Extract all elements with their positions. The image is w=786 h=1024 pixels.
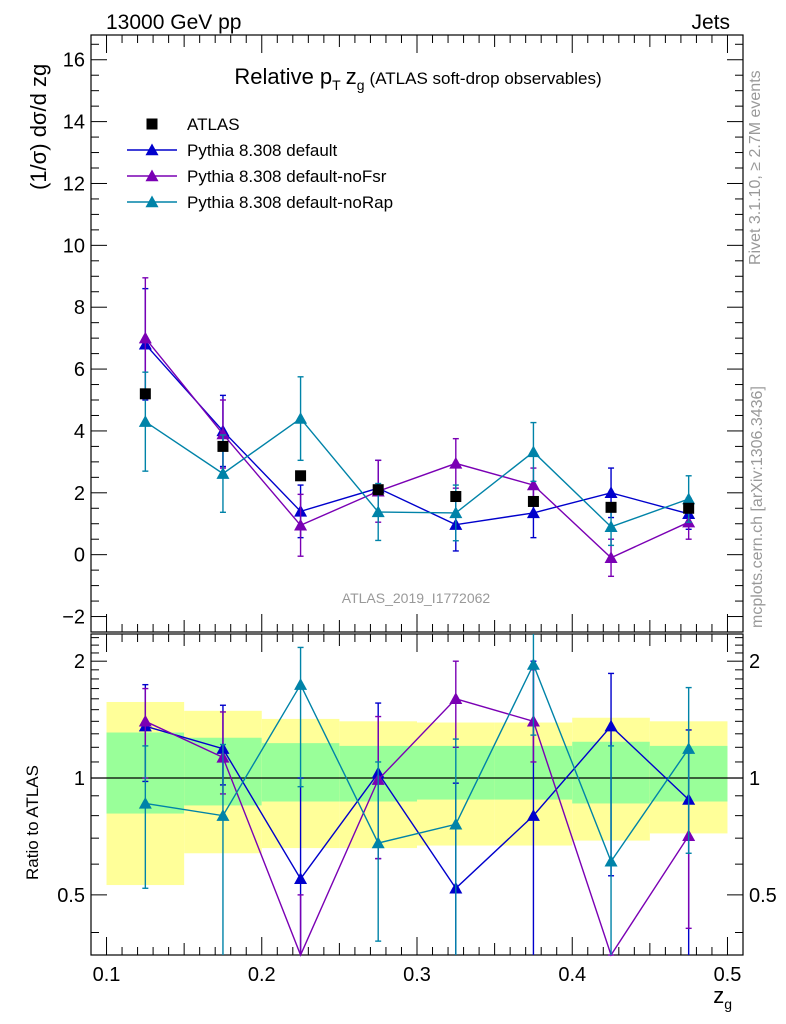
ratio-uncertainty-bands bbox=[106, 701, 728, 886]
x-tick-label: 0.3 bbox=[403, 964, 431, 986]
default-point bbox=[604, 486, 618, 499]
noFsr-point bbox=[526, 478, 540, 491]
noFsr-point bbox=[294, 518, 308, 531]
noRap-ratio-point bbox=[294, 678, 308, 690]
noFsr-ratio-point bbox=[138, 714, 152, 727]
x-axis-label: zg bbox=[713, 983, 732, 1012]
title-prefix: Relative p bbox=[234, 64, 332, 89]
header-left: 13000 GeV pp bbox=[106, 11, 241, 34]
ratio-tick-label: 2 bbox=[74, 651, 85, 673]
atlas-data-point bbox=[450, 491, 462, 503]
atlas-data-point bbox=[605, 501, 617, 513]
data-marks bbox=[138, 277, 696, 957]
atlas-data-point bbox=[372, 484, 384, 496]
y-tick-label: 8 bbox=[74, 297, 85, 319]
legend-label-noRap: Pythia 8.308 default-noRap bbox=[187, 193, 393, 212]
y-tick-label: 10 bbox=[63, 235, 85, 257]
noFsr-point bbox=[449, 456, 463, 469]
noFsr-ratio-line bbox=[145, 698, 690, 957]
y-tick-label: 6 bbox=[74, 359, 85, 381]
ratio-tick-label: 0.5 bbox=[57, 885, 85, 907]
atlas-data-point bbox=[295, 470, 307, 482]
noRap-ratio-point bbox=[138, 796, 152, 809]
title-sub-t: T bbox=[332, 77, 341, 93]
x-tick-label: 0.2 bbox=[248, 964, 276, 986]
legend-marker-noFsr bbox=[145, 169, 159, 182]
atlas-data-point bbox=[683, 502, 695, 514]
noFsr-point bbox=[216, 427, 230, 440]
noRap-ratio-point bbox=[216, 809, 230, 821]
noRap-ratio-line bbox=[145, 662, 690, 863]
legend: ATLAS Pythia 8.308 default Pythia 8.308 de… bbox=[127, 115, 393, 212]
noRap-point bbox=[604, 520, 618, 533]
noRap-line bbox=[144, 417, 689, 528]
noRap-point bbox=[449, 506, 463, 519]
y-tick-label: 0 bbox=[74, 545, 85, 567]
legend-marker-atlas bbox=[146, 118, 158, 130]
ratio-tick-label-right: 1 bbox=[749, 768, 760, 790]
y-axis-label-ratio: Ratio to ATLAS bbox=[23, 765, 42, 880]
default-ratio-point bbox=[294, 872, 308, 885]
default-point bbox=[526, 506, 540, 519]
title-sub-g: g bbox=[357, 77, 365, 93]
side-label-mcplots: mcplots.cern.ch [arXiv:1306.3436] bbox=[749, 386, 766, 628]
ratio-tick-label-right: 2 bbox=[749, 651, 760, 673]
legend-label-data: ATLAS bbox=[187, 115, 240, 134]
chart-title: Relative pT zg (ATLAS soft-drop observable… bbox=[234, 64, 601, 93]
default-ratio-line bbox=[145, 725, 690, 890]
header-right: Jets bbox=[691, 11, 730, 34]
title-z: z bbox=[346, 64, 357, 89]
y-tick-label: 16 bbox=[63, 50, 85, 72]
legend-marker-default bbox=[145, 143, 159, 156]
legend-marker-noRap bbox=[145, 195, 159, 208]
x-tick-label: 0.4 bbox=[558, 964, 586, 986]
noFsr-point bbox=[604, 551, 618, 563]
x-tick-label: 0.5 bbox=[714, 964, 742, 986]
default-ratio-point bbox=[526, 809, 540, 821]
y-tick-label: 2 bbox=[74, 483, 85, 505]
noRap-point bbox=[371, 505, 385, 518]
noRap-point bbox=[682, 492, 696, 505]
noRap-point bbox=[138, 415, 152, 427]
noRap-point bbox=[526, 445, 540, 458]
default-line bbox=[144, 343, 689, 526]
atlas-data-point bbox=[139, 388, 151, 400]
noRap-ratio-point bbox=[449, 817, 463, 830]
noFsr-ratio-point bbox=[449, 692, 463, 705]
side-label-rivet: Rivet 3.1.10, ≥ 2.7M events bbox=[747, 70, 764, 265]
noRap-point bbox=[294, 412, 308, 424]
y-axis-label-top: (1/σ) dσ/d zg bbox=[26, 64, 51, 190]
noRap-point bbox=[216, 467, 230, 479]
default-ratio-point bbox=[604, 719, 618, 732]
legend-label-default: Pythia 8.308 default bbox=[187, 141, 338, 160]
ratio-tick-label: 1 bbox=[74, 768, 85, 790]
legend-label-noFsr: Pythia 8.308 default-noFsr bbox=[187, 167, 387, 186]
y-tick-label: −2 bbox=[62, 607, 85, 629]
noFsr-point bbox=[138, 331, 152, 344]
y-tick-label: 12 bbox=[63, 173, 85, 195]
y-tick-label: 14 bbox=[63, 112, 85, 134]
y-tick-label: 4 bbox=[74, 421, 85, 443]
ratio-tick-label-right: 0.5 bbox=[749, 885, 777, 907]
title-suffix: (ATLAS soft-drop observables) bbox=[370, 69, 602, 88]
atlas-data-point bbox=[217, 440, 229, 452]
watermark: ATLAS_2019_I1772062 bbox=[342, 590, 491, 606]
x-tick-label: 0.1 bbox=[93, 964, 121, 986]
noFsr-line bbox=[144, 337, 689, 559]
noRap-ratio-point bbox=[371, 836, 385, 849]
noRap-ratio-point bbox=[682, 742, 696, 754]
noRap-ratio-point bbox=[526, 658, 540, 670]
noRap-ratio-point bbox=[604, 854, 618, 867]
y-axis-label-top-text: (1/σ) dσ/d zg bbox=[26, 64, 51, 190]
atlas-data-point bbox=[527, 495, 539, 507]
